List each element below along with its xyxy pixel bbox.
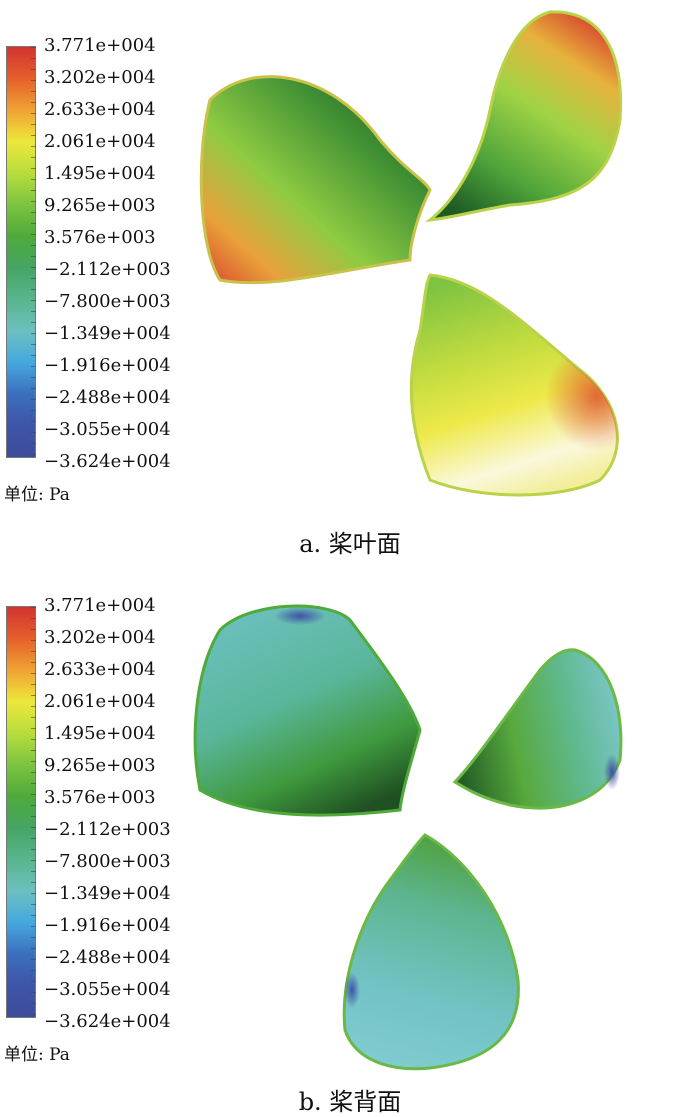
propeller-blades-back [193,604,623,1071]
colorbar-label: 1.495e+004 [44,163,156,184]
colorbar-label: 3.576e+003 [44,787,156,808]
colorbar-label: −1.916e+004 [44,915,171,936]
colorbar-label: 2.633e+004 [44,99,156,120]
colorbar-label: 9.265e+003 [44,755,156,776]
colorbar-label: 3.771e+004 [44,595,156,616]
pressure-panel-face: 3.771e+004 3.202e+004 2.633e+004 2.061e+… [4,10,623,558]
colorbar-label: −7.800e+003 [44,291,171,312]
blade-left [193,604,422,817]
colorbar-label: −2.112e+003 [44,259,171,280]
blade-left [199,75,432,285]
colorbar-labels: 3.771e+004 3.202e+004 2.633e+004 2.061e+… [44,594,171,1034]
colorbar-label: −1.349e+004 [44,323,171,344]
colorbar-label: 3.202e+004 [44,627,156,648]
colorbar-label: 1.495e+004 [44,723,156,744]
colorbar-label: −7.800e+003 [44,851,171,872]
blade-right [425,10,623,222]
unit-label: 单位: Pa [4,485,70,505]
colorbar-label: −3.055e+004 [44,979,171,1000]
colorbar-label: 2.633e+004 [44,659,156,680]
colorbar [6,46,36,458]
unit-label: 单位: Pa [4,1045,70,1065]
colorbar-label: 2.061e+004 [44,131,156,152]
blade-bottom [342,833,520,1071]
colorbar-label: −3.624e+004 [44,1011,171,1032]
colorbar-label: −1.916e+004 [44,355,171,376]
colorbar-labels: 3.771e+004 3.202e+004 2.633e+004 2.061e+… [44,34,171,474]
colorbar-label: −2.488e+004 [44,387,171,408]
colorbar-label: 2.061e+004 [44,691,156,712]
colorbar-label: 3.202e+004 [44,67,156,88]
colorbar [6,606,36,1018]
colorbar-label: 3.576e+003 [44,227,156,248]
panel-caption: b. 桨背面 [298,1088,402,1116]
colorbar-label: −1.349e+004 [44,883,171,904]
propeller-blades-face [199,10,623,497]
colorbar-label: −3.624e+004 [44,451,171,472]
colorbar-label: 9.265e+003 [44,195,156,216]
blade-right [452,648,623,810]
colorbar-label: −2.112e+003 [44,819,171,840]
colorbar-label: −3.055e+004 [44,419,171,440]
colorbar-label: 3.771e+004 [44,35,156,56]
panel-caption: a. 桨叶面 [299,530,401,558]
colorbar-label: −2.488e+004 [44,947,171,968]
pressure-panel-back: 3.771e+004 3.202e+004 2.633e+004 2.061e+… [0,560,700,1116]
